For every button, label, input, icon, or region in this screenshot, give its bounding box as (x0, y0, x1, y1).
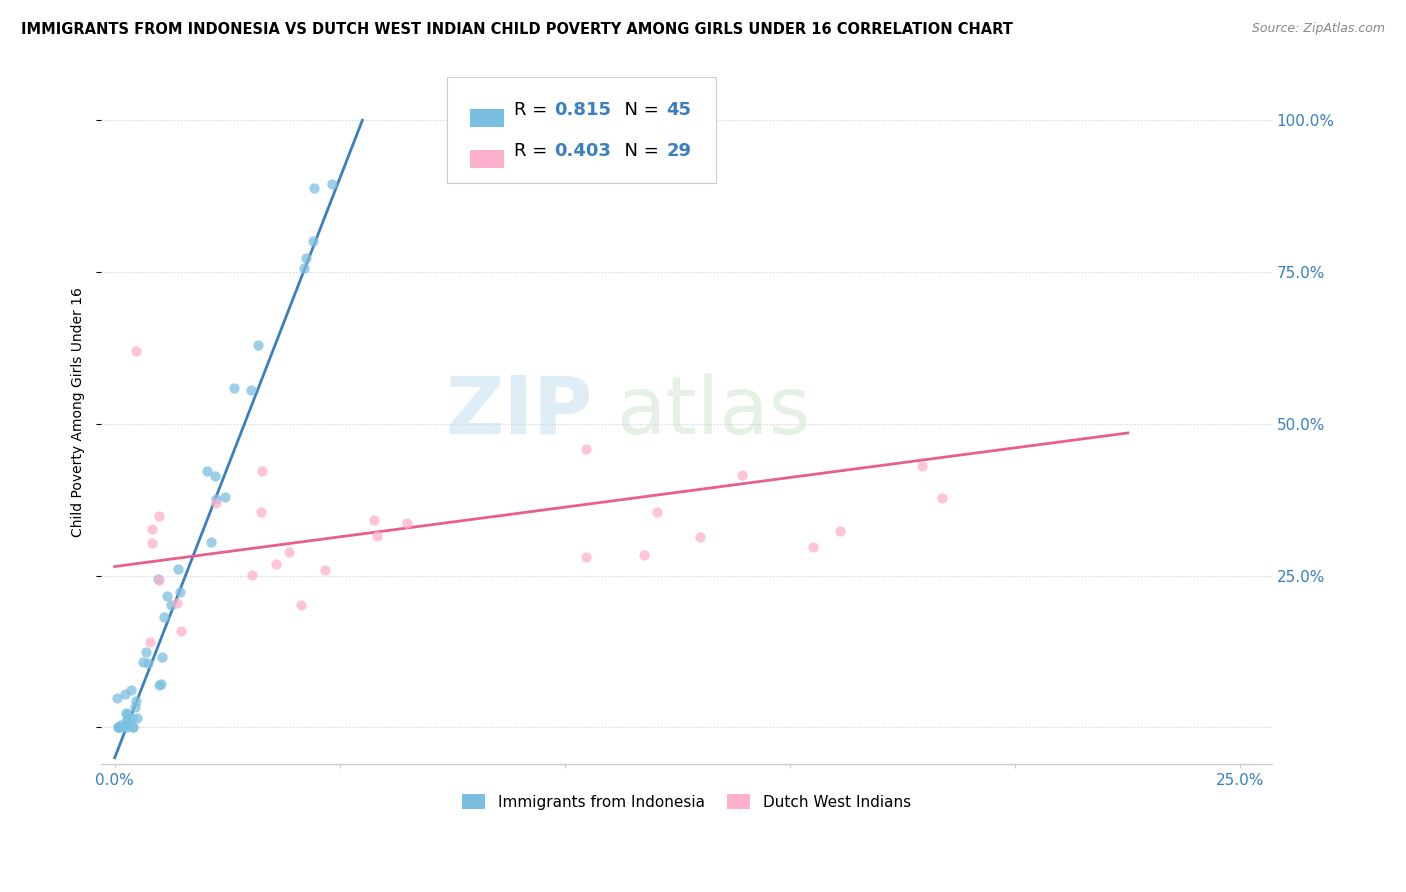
Point (302, 180, 325, 194)
Point (366, 529, 388, 543)
Text: ZIP: ZIP (446, 373, 593, 450)
Point (290, 598, 312, 612)
Text: R =: R = (515, 101, 554, 119)
Text: 45: 45 (666, 101, 692, 119)
Point (148, 508, 170, 523)
Point (114, 687, 136, 701)
Point (125, 693, 148, 707)
Point (240, 568, 263, 582)
Text: R =: R = (515, 142, 554, 160)
Point (125, 711, 148, 725)
Point (314, 563, 336, 577)
Point (645, 505, 668, 519)
FancyBboxPatch shape (470, 150, 503, 168)
Point (110, 718, 132, 732)
Point (278, 545, 301, 559)
Text: IMMIGRANTS FROM INDONESIA VS DUTCH WEST INDIAN CHILD POVERTY AMONG GIRLS UNDER 1: IMMIGRANTS FROM INDONESIA VS DUTCH WEST … (21, 22, 1012, 37)
Point (633, 548, 655, 562)
Point (121, 720, 143, 734)
Point (107, 691, 129, 706)
Point (125, 343, 148, 358)
Text: 0.403: 0.403 (554, 142, 612, 160)
Point (689, 531, 711, 545)
Point (294, 251, 316, 265)
Point (170, 624, 193, 638)
Point (166, 596, 188, 610)
Legend: Immigrants from Indonesia, Dutch West Indians: Immigrants from Indonesia, Dutch West In… (457, 789, 917, 816)
Point (107, 720, 129, 734)
Point (117, 714, 139, 728)
Point (167, 561, 190, 575)
Point (249, 505, 271, 519)
Point (148, 572, 170, 586)
Point (115, 706, 138, 721)
Point (132, 655, 155, 669)
Point (302, 234, 325, 248)
Point (107, 720, 129, 734)
Point (115, 720, 138, 734)
Point (931, 491, 953, 505)
Point (910, 459, 932, 474)
Point (153, 610, 176, 624)
Point (122, 720, 145, 734)
Text: atlas: atlas (616, 373, 811, 450)
Point (204, 491, 226, 506)
Point (111, 720, 134, 734)
Point (292, 260, 315, 275)
Point (731, 468, 754, 483)
Point (160, 598, 183, 612)
Y-axis label: Child Poverty Among Girls Under 16: Child Poverty Among Girls Under 16 (72, 286, 86, 537)
Point (363, 513, 385, 527)
Point (149, 677, 172, 691)
Point (141, 535, 163, 549)
Point (120, 683, 142, 698)
Point (115, 707, 138, 722)
FancyBboxPatch shape (447, 78, 716, 183)
Text: N =: N = (613, 101, 664, 119)
Point (136, 656, 159, 670)
Text: N =: N = (613, 142, 664, 160)
Point (139, 634, 162, 648)
Point (111, 720, 134, 734)
Point (195, 464, 218, 478)
Point (169, 584, 191, 599)
Text: Source: ZipAtlas.com: Source: ZipAtlas.com (1251, 22, 1385, 36)
Point (574, 442, 596, 456)
Point (141, 522, 163, 536)
Point (148, 678, 170, 692)
Point (107, 720, 129, 734)
Point (115, 714, 138, 729)
Point (246, 338, 269, 352)
Point (240, 383, 263, 397)
Point (222, 381, 245, 395)
Point (124, 699, 146, 714)
Point (148, 573, 170, 587)
Point (830, 524, 852, 538)
Point (204, 469, 226, 483)
Text: 0.815: 0.815 (554, 101, 612, 119)
FancyBboxPatch shape (470, 109, 503, 127)
Point (121, 711, 143, 725)
Point (801, 541, 824, 555)
Point (200, 535, 222, 549)
Point (156, 589, 179, 603)
Text: 29: 29 (666, 142, 692, 160)
Point (575, 549, 598, 564)
Point (264, 558, 287, 572)
Point (214, 490, 236, 504)
Point (150, 649, 173, 664)
Point (396, 516, 419, 531)
Point (250, 464, 273, 478)
Point (321, 177, 343, 191)
Point (135, 645, 157, 659)
Point (204, 496, 226, 510)
